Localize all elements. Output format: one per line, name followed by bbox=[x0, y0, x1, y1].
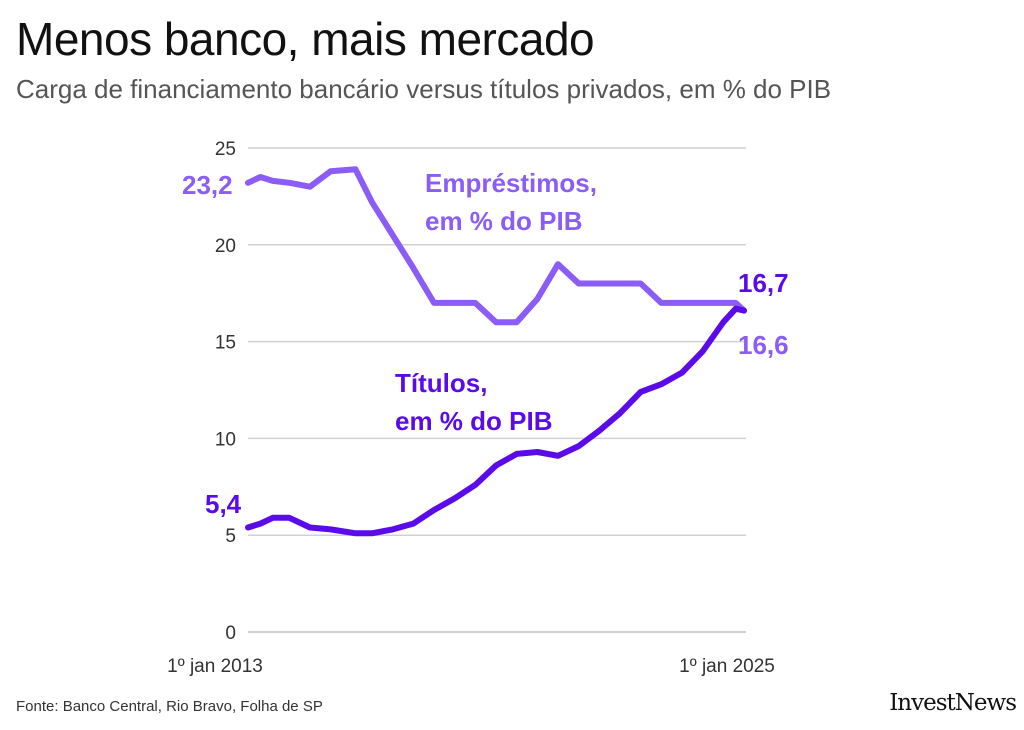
brand-logo: InvestNews bbox=[889, 690, 1017, 716]
emprestimos-line bbox=[245, 166, 747, 326]
titulos-series-label: Títulos, em % do PIB bbox=[395, 368, 552, 436]
series-label-line: Títulos, bbox=[395, 368, 487, 398]
y-tick-label: 25 bbox=[215, 139, 236, 160]
series-label-line: em % do PIB bbox=[425, 206, 582, 236]
y-tick-label: 20 bbox=[215, 236, 236, 257]
titulos-line bbox=[245, 305, 747, 537]
y-tick-label: 15 bbox=[215, 333, 236, 354]
x-axis-ticks: 1º jan 2013 1º jan 2025 bbox=[167, 656, 775, 677]
y-tick-label: 0 bbox=[225, 623, 236, 644]
titulos-start-label: 5,4 bbox=[205, 489, 242, 519]
source-note: Fonte: Banco Central, Rio Bravo, Folha d… bbox=[16, 698, 323, 715]
chart-subtitle: Carga de financiamento bancário versus t… bbox=[16, 74, 832, 104]
x-tick-label: 1º jan 2025 bbox=[679, 656, 775, 677]
emprestimos-series-label: Empréstimos, em % do PIB bbox=[425, 168, 597, 236]
data-labels: Empréstimos, em % do PIB Títulos, em % do P… bbox=[182, 168, 789, 519]
x-tick-label: 1º jan 2013 bbox=[167, 656, 263, 677]
y-tick-label: 5 bbox=[225, 526, 236, 547]
emprestimos-end-label: 16,6 bbox=[738, 330, 789, 360]
titulos-end-label: 16,7 bbox=[738, 268, 789, 298]
y-axis-ticks: 0 5 10 15 20 25 bbox=[215, 139, 236, 644]
gridlines bbox=[248, 147, 746, 633]
series-label-line: em % do PIB bbox=[395, 406, 552, 436]
emprestimos-start-label: 23,2 bbox=[182, 170, 233, 200]
series-lines bbox=[245, 166, 747, 537]
chart-title: Menos banco, mais mercado bbox=[16, 13, 595, 65]
y-tick-label: 10 bbox=[215, 429, 236, 450]
series-label-line: Empréstimos, bbox=[425, 168, 597, 198]
